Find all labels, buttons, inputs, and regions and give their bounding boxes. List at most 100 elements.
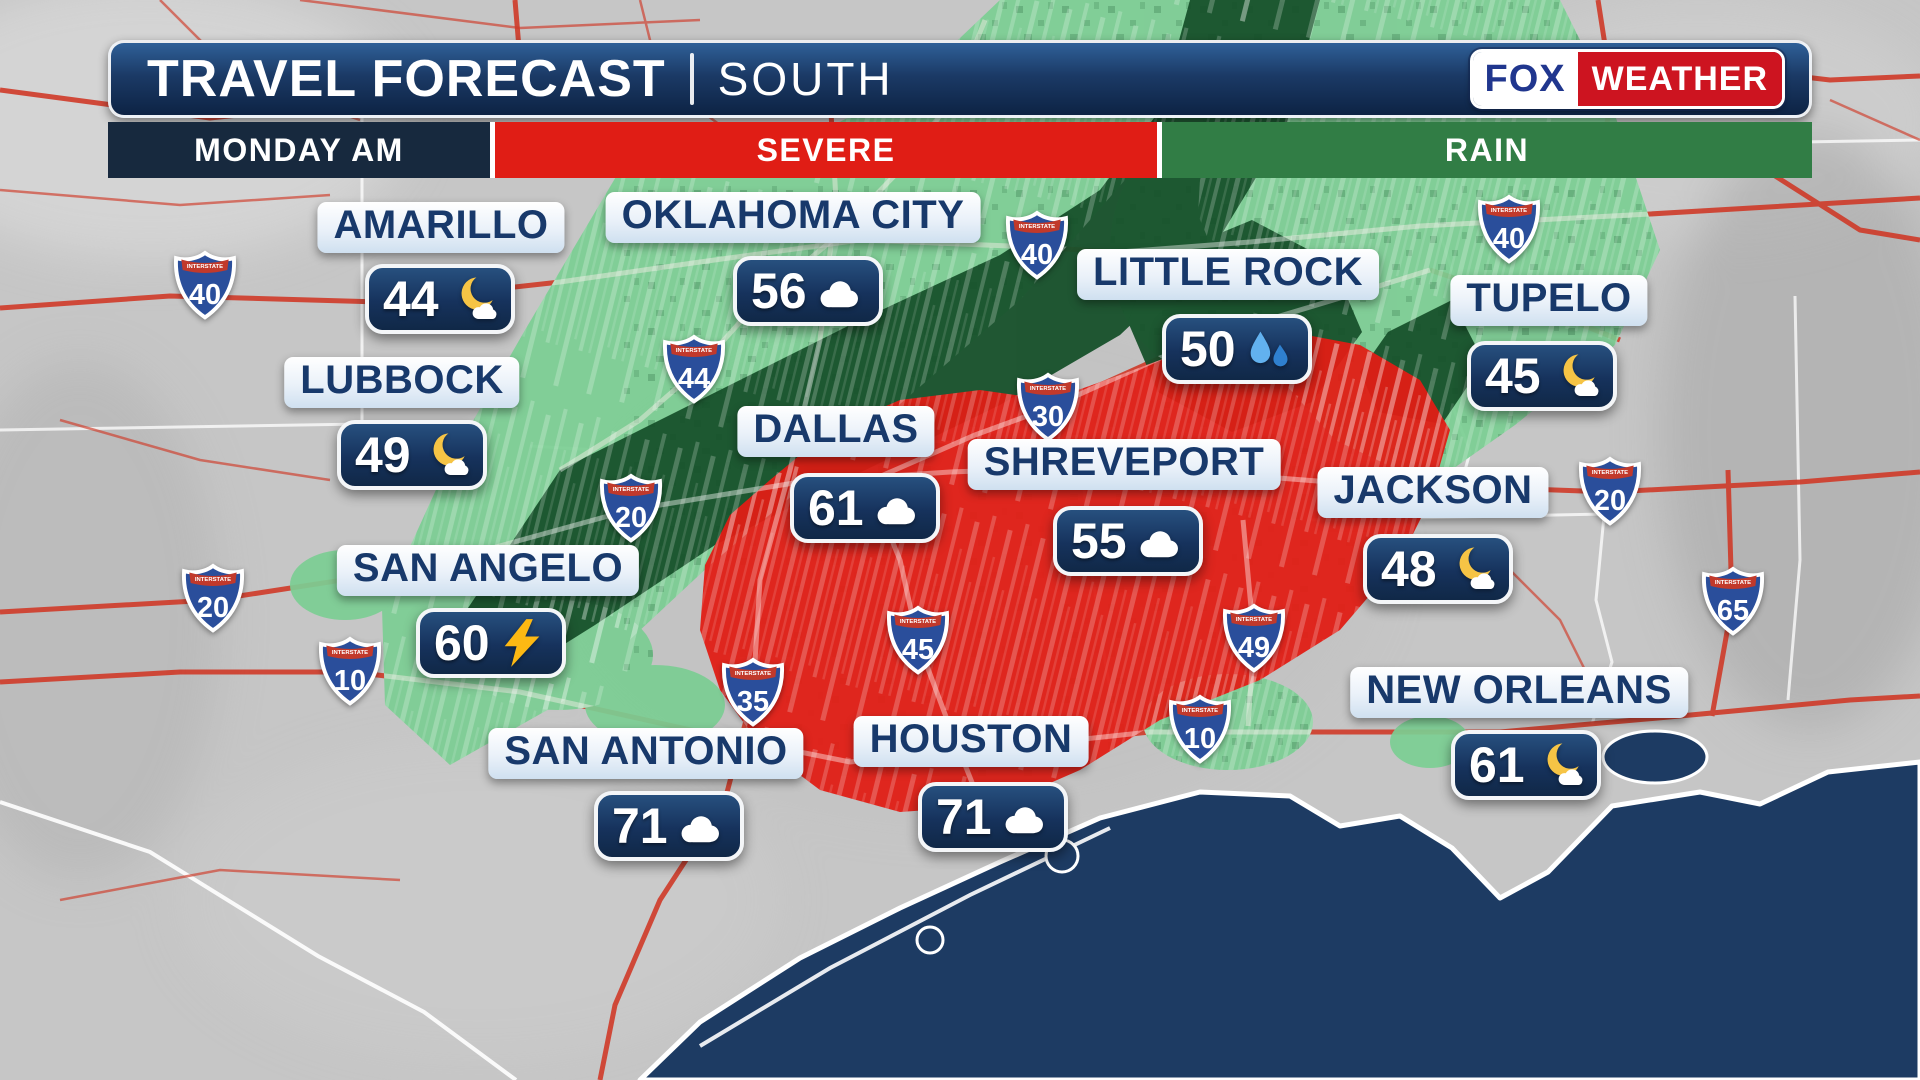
city-label-amarillo: AMARILLO: [317, 202, 565, 253]
interstate-shield-20: INTERSTATE 20: [598, 472, 664, 543]
temp-badge-amarillo: 44: [365, 264, 515, 334]
city-label-jackson: JACKSON: [1317, 467, 1549, 518]
svg-text:INTERSTATE: INTERSTATE: [1491, 208, 1527, 214]
svg-text:10: 10: [1184, 723, 1216, 755]
svg-text:INTERSTATE: INTERSTATE: [900, 619, 936, 625]
city-label-san-antonio: SAN ANTONIO: [488, 728, 804, 779]
temperature-value: 50: [1180, 321, 1236, 377]
cloud-icon: [1133, 515, 1185, 567]
city-label-oklahoma-city: OKLAHOMA CITY: [605, 192, 981, 243]
svg-text:40: 40: [1021, 239, 1053, 271]
legend-rain-segment: RAIN: [1162, 122, 1812, 178]
interstate-shield-10: INTERSTATE 10: [317, 635, 383, 706]
temp-badge-houston: 71: [918, 782, 1068, 852]
svg-text:INTERSTATE: INTERSTATE: [735, 671, 771, 677]
svg-text:44: 44: [678, 363, 710, 395]
temp-badge-lubbock: 49: [337, 420, 487, 490]
moon-cloud-icon: [445, 273, 497, 325]
city-label-new-orleans: NEW ORLEANS: [1350, 667, 1688, 718]
weather-logo-text: WEATHER: [1577, 52, 1782, 106]
interstate-shield-20: INTERSTATE 20: [180, 562, 246, 633]
interstate-shield-40: INTERSTATE 40: [1004, 209, 1070, 280]
svg-text:INTERSTATE: INTERSTATE: [187, 264, 223, 270]
temp-badge-new-orleans: 61: [1451, 730, 1601, 800]
svg-text:30: 30: [1032, 401, 1064, 433]
svg-text:65: 65: [1717, 595, 1749, 627]
interstate-shield-10: INTERSTATE 10: [1167, 693, 1233, 764]
interstate-shield-40: INTERSTATE 40: [172, 249, 238, 320]
svg-text:INTERSTATE: INTERSTATE: [195, 577, 231, 583]
mexico-border: [0, 800, 518, 1080]
cloud-icon: [870, 482, 922, 534]
city-label-tupelo: TUPELO: [1450, 275, 1648, 326]
svg-text:20: 20: [197, 592, 229, 624]
cloud-icon: [813, 265, 865, 317]
legend-bar: MONDAY AM SEVERE RAIN: [108, 122, 1812, 178]
cloud-icon: [998, 791, 1050, 843]
temperature-value: 44: [383, 271, 439, 327]
rain-icon: [1242, 323, 1294, 375]
svg-text:35: 35: [737, 686, 769, 718]
svg-text:49: 49: [1238, 632, 1270, 664]
city-label-san-angelo: SAN ANGELO: [336, 545, 640, 596]
barrier-islands: [698, 826, 1111, 1048]
moon-cloud-icon: [1531, 739, 1583, 791]
temp-badge-little-rock: 50: [1162, 314, 1312, 384]
cloud-icon: [674, 800, 726, 852]
temperature-value: 60: [434, 615, 490, 671]
temperature-value: 71: [612, 798, 668, 854]
temp-badge-dallas: 61: [790, 473, 940, 543]
svg-text:INTERSTATE: INTERSTATE: [1019, 224, 1055, 230]
severe-label: SEVERE: [756, 131, 896, 168]
storm-icon: [496, 617, 548, 669]
svg-text:INTERSTATE: INTERSTATE: [1030, 386, 1066, 392]
temperature-value: 55: [1071, 513, 1127, 569]
svg-text:INTERSTATE: INTERSTATE: [332, 650, 368, 656]
svg-text:INTERSTATE: INTERSTATE: [1592, 470, 1628, 476]
fox-weather-logo: FOX WEATHER: [1469, 49, 1785, 109]
fox-logo-text: FOX: [1472, 52, 1578, 106]
svg-text:INTERSTATE: INTERSTATE: [1715, 580, 1751, 586]
temp-badge-san-angelo: 60: [416, 608, 566, 678]
moon-cloud-icon: [1443, 543, 1495, 595]
svg-text:INTERSTATE: INTERSTATE: [613, 487, 649, 493]
interstate-shield-20: INTERSTATE 20: [1577, 455, 1643, 526]
city-label-shreveport: SHREVEPORT: [967, 439, 1281, 490]
temperature-value: 45: [1485, 348, 1541, 404]
region-label: SOUTH: [717, 53, 894, 105]
interstate-shield-45: INTERSTATE 45: [885, 604, 951, 675]
temp-badge-shreveport: 55: [1053, 506, 1203, 576]
interstate-shield-49: INTERSTATE 49: [1221, 602, 1287, 673]
header-bar: TRAVEL FORECAST SOUTH FOX WEATHER: [108, 40, 1812, 118]
svg-text:10: 10: [334, 665, 366, 697]
svg-text:45: 45: [902, 634, 934, 666]
time-label: MONDAY AM: [194, 131, 404, 168]
moon-cloud-icon: [417, 429, 469, 481]
temperature-value: 71: [936, 789, 992, 845]
temp-badge-jackson: 48: [1363, 534, 1513, 604]
svg-text:20: 20: [615, 502, 647, 534]
temp-badge-oklahoma-city: 56: [733, 256, 883, 326]
city-label-little-rock: LITTLE ROCK: [1077, 249, 1379, 300]
interstate-shield-44: INTERSTATE 44: [661, 333, 727, 404]
temp-badge-tupelo: 45: [1467, 341, 1617, 411]
title-separator: [689, 53, 694, 105]
svg-text:40: 40: [189, 279, 221, 311]
moon-cloud-icon: [1547, 350, 1599, 402]
city-label-lubbock: LUBBOCK: [284, 357, 520, 408]
svg-text:INTERSTATE: INTERSTATE: [1236, 617, 1272, 623]
page-title: TRAVEL FORECAST: [147, 50, 666, 108]
rain-label: RAIN: [1444, 131, 1530, 168]
temperature-value: 61: [1469, 737, 1525, 793]
interstate-shield-30: INTERSTATE 30: [1015, 371, 1081, 442]
temperature-value: 61: [808, 480, 864, 536]
svg-text:40: 40: [1493, 223, 1525, 255]
svg-text:INTERSTATE: INTERSTATE: [1182, 708, 1218, 714]
svg-text:INTERSTATE: INTERSTATE: [676, 348, 712, 354]
interstate-shield-40: INTERSTATE 40: [1476, 193, 1542, 264]
temp-badge-san-antonio: 71: [594, 791, 744, 861]
legend-time-segment: MONDAY AM: [108, 122, 490, 178]
temperature-value: 48: [1381, 541, 1437, 597]
gulf-of-mexico: [637, 759, 1920, 1080]
